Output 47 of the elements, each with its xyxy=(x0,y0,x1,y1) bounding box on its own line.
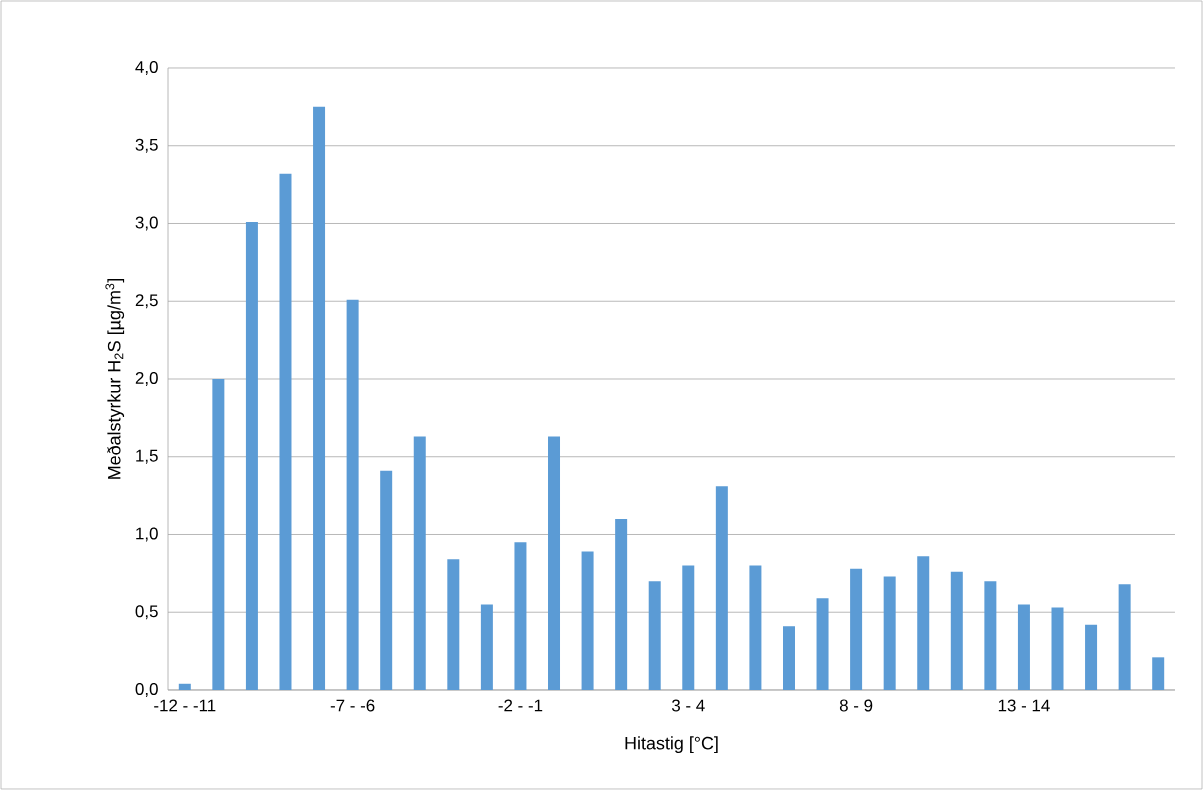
y-tick-label: 0,5 xyxy=(135,605,158,620)
bar xyxy=(413,436,426,690)
bar xyxy=(682,565,695,690)
y-tick-label: 2,5 xyxy=(135,294,158,309)
bar xyxy=(480,604,493,690)
bar xyxy=(715,486,728,690)
bar xyxy=(984,581,997,690)
bar xyxy=(648,581,661,690)
bar xyxy=(279,173,292,690)
y-axis-title: Meðalstyrkur H$_{2}$S [µg/m$^{3}$] xyxy=(105,278,125,479)
bar xyxy=(615,518,628,690)
x-tick-label: 8 - 9 xyxy=(839,699,873,712)
bar xyxy=(782,626,795,690)
bar xyxy=(548,436,561,690)
bar xyxy=(1118,584,1131,690)
x-tick-label: 3 - 4 xyxy=(671,699,705,712)
x-axis-title: Hitastig [°C] xyxy=(625,736,718,754)
bar xyxy=(346,299,359,690)
bar xyxy=(749,565,762,690)
bar xyxy=(1017,604,1030,690)
bar xyxy=(514,542,527,690)
bar xyxy=(313,106,326,690)
x-tick-label: -2 - -1 xyxy=(498,699,543,712)
bar xyxy=(1152,657,1165,690)
bar xyxy=(950,571,963,690)
y-tick-label: 2,0 xyxy=(135,371,158,386)
x-tick-label: -7 - -6 xyxy=(330,699,375,712)
bar xyxy=(850,568,863,690)
y-tick-label: 3,5 xyxy=(135,138,158,153)
bar xyxy=(212,378,225,690)
bar xyxy=(1085,624,1098,690)
x-tick-label: -12 - -11 xyxy=(154,699,216,712)
bar xyxy=(245,221,258,690)
bar xyxy=(178,683,191,690)
bar xyxy=(581,551,594,690)
y-tick-label: 1,0 xyxy=(136,527,158,542)
bar xyxy=(917,556,930,690)
x-tick-label: 13 - 14 xyxy=(998,699,1050,712)
bar xyxy=(1051,607,1064,690)
bar xyxy=(447,559,460,690)
y-tick-label: 1,5 xyxy=(136,449,158,464)
y-tick-label: 4,0 xyxy=(135,60,158,75)
bar xyxy=(816,598,829,690)
y-tick-label: 3,0 xyxy=(135,216,158,231)
bar xyxy=(883,576,896,690)
y-tick-label: 0,0 xyxy=(135,682,158,697)
bar xyxy=(380,470,393,690)
